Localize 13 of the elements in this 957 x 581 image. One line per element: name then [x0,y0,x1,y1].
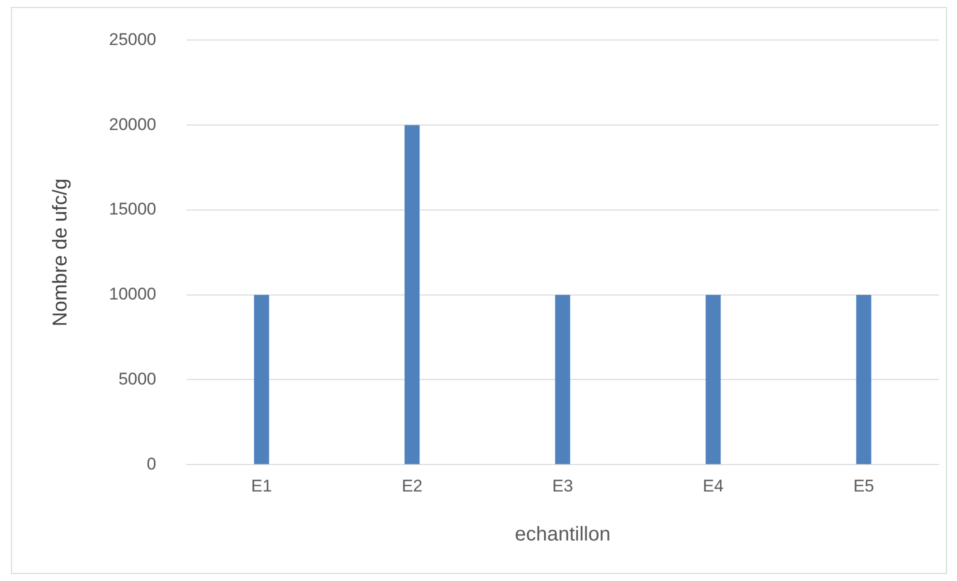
x-tick-label: E1 [251,476,272,496]
y-tick-label: 15000 [108,200,156,219]
y-tick-label: 10000 [108,284,156,304]
y-tick-label: 20000 [108,114,156,134]
y-tick-label: 5000 [118,369,156,388]
x-tick-label: E3 [552,476,574,496]
x-tick-label: E4 [702,476,724,496]
x-axis-title: echantillon [514,524,610,546]
y-tick-label: 25000 [108,30,156,49]
y-axis-title: Nombre de ufc/g [50,178,72,326]
x-tick-label: E2 [402,476,422,496]
x-tick-label: E5 [853,476,874,496]
y-tick-label: 0 [146,454,156,474]
